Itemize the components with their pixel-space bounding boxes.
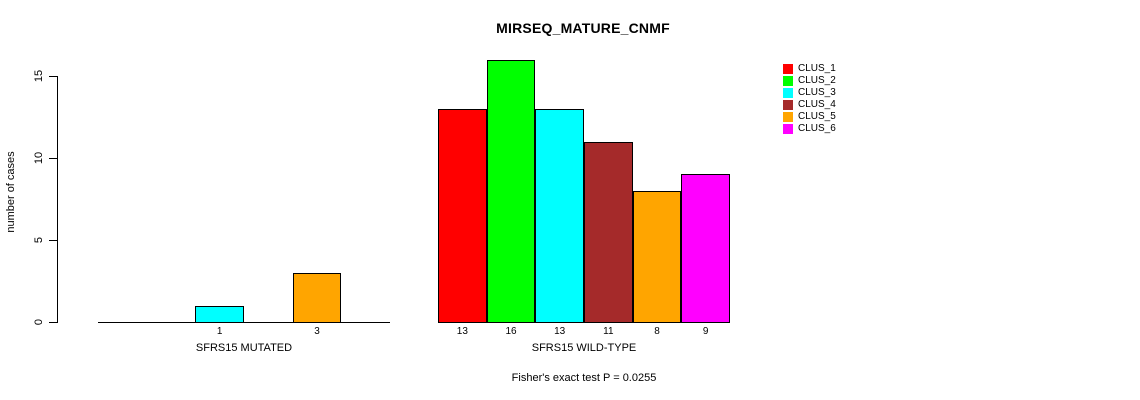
legend-item-label: CLUS_4	[798, 99, 836, 110]
legend-item-label: CLUS_5	[798, 111, 836, 122]
y-axis-line	[57, 76, 58, 323]
bar-value-label: 13	[456, 326, 468, 337]
bar-value-label: 3	[314, 326, 320, 337]
fisher-test-annotation: Fisher's exact test P = 0.0255	[511, 372, 657, 384]
legend-item-label: CLUS_2	[798, 75, 836, 86]
legend-color-swatch	[783, 112, 793, 122]
zero-baseline	[98, 322, 390, 323]
legend-color-swatch	[783, 124, 793, 134]
y-tick-label: 10	[33, 151, 45, 165]
y-tick-label: 0	[33, 318, 45, 326]
legend-item: CLUS_6	[783, 124, 836, 134]
legend-item-label: CLUS_3	[798, 87, 836, 98]
legend-item-label: CLUS_1	[798, 63, 836, 74]
bar-clus_2	[486, 59, 536, 323]
bar-value-label: 16	[505, 326, 517, 337]
legend: CLUS_1 CLUS_2 CLUS_3 CLUS_4 CLUS_5 CLUS_6	[783, 64, 836, 136]
legend-item: CLUS_1	[783, 64, 836, 74]
legend-item: CLUS_4	[783, 100, 836, 110]
bar-value-label: 1	[216, 326, 223, 337]
y-tick-label: 5	[33, 236, 45, 244]
y-tick-mark	[49, 240, 57, 241]
bar-clus_5	[632, 190, 682, 323]
bar-clus_6	[681, 174, 730, 323]
group-label: SFRS15 MUTATED	[195, 342, 293, 354]
bar-value-label: 11	[603, 326, 614, 337]
bar-clus_5	[292, 272, 342, 323]
bar-value-label: 13	[554, 326, 566, 337]
bar-clus_3	[535, 108, 584, 323]
legend-color-swatch	[783, 64, 793, 74]
y-tick-mark	[49, 76, 57, 77]
bar-value-label: 9	[702, 326, 709, 337]
legend-item: CLUS_2	[783, 76, 836, 86]
legend-color-swatch	[783, 88, 793, 98]
group-label: SFRS15 WILD-TYPE	[531, 342, 637, 354]
legend-item: CLUS_5	[783, 112, 836, 122]
legend-item-label: CLUS_6	[798, 123, 836, 134]
bar-clus_3	[195, 305, 244, 323]
y-axis-label: number of cases	[5, 151, 17, 233]
bar-clus_4	[584, 141, 633, 323]
chart-title: MIRSEQ_MATURE_CNMF	[496, 20, 670, 36]
y-tick-label: 15	[33, 69, 45, 83]
y-tick-mark	[49, 322, 57, 323]
bar-value-label: 8	[654, 326, 660, 337]
legend-color-swatch	[783, 100, 793, 110]
legend-color-swatch	[783, 76, 793, 86]
legend-item: CLUS_3	[783, 88, 836, 98]
y-tick-mark	[49, 158, 57, 159]
bar-clus_1	[438, 108, 487, 323]
